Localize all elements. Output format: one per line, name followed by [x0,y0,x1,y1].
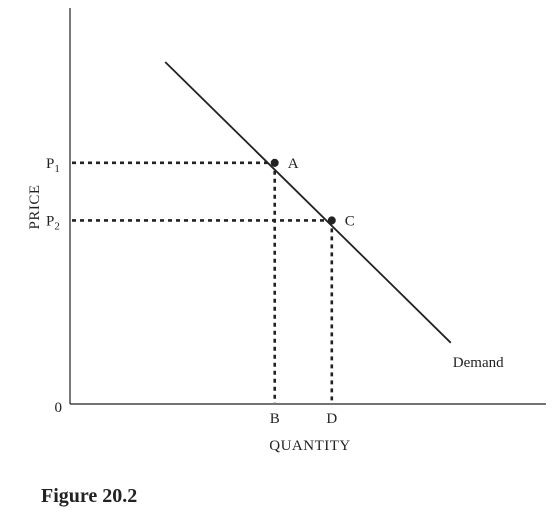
price-tick-label-1: P1 [46,156,60,175]
price-tick-subscript: 2 [54,220,60,232]
price-tick-letter: P [46,213,54,229]
price-tick-letter: P [46,156,54,172]
x-axis-title: QUANTITY [269,438,350,454]
quantity-tick-label-d: D [326,411,337,427]
point-label-a: A [288,156,299,172]
demand-curve-group [164,61,452,344]
point-label-c: C [345,213,355,229]
demand-curve [164,61,452,344]
figure-caption: Figure 20.2 [41,485,137,507]
point-marks [270,158,336,225]
quantity-tick-label-b: B [270,411,280,427]
point-c [327,216,336,225]
point-a [270,158,279,167]
guide-lines [72,161,334,403]
demand-curve-label: Demand [453,355,504,371]
axes [69,8,546,405]
y-axis-title: PRICE [27,184,43,229]
price-tick-subscript: 1 [54,163,60,175]
price-tick-label-2: P2 [46,213,60,232]
origin-label: 0 [55,400,63,416]
